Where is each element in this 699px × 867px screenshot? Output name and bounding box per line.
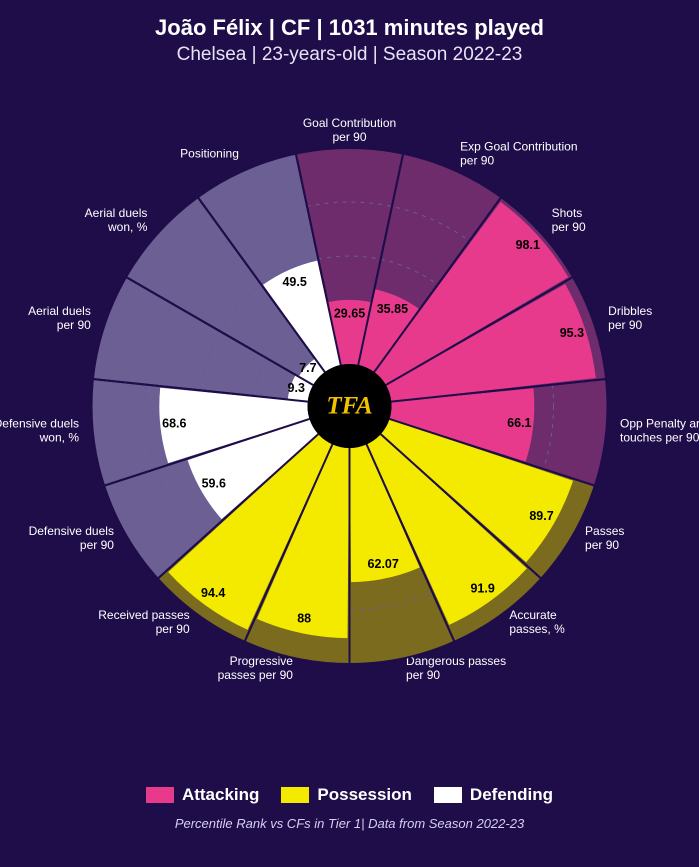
- metric-label: Defensive duelswon, %: [0, 416, 79, 444]
- metric-label: Defensive duelsper 90: [29, 524, 115, 552]
- page-subtitle: Chelsea | 23-years-old | Season 2022-23: [0, 44, 699, 66]
- center-logo: TFA: [326, 393, 372, 420]
- legend-swatch-attacking: [146, 787, 174, 803]
- metric-label: Received passesper 90: [98, 608, 190, 636]
- value-label: 91.9: [470, 582, 494, 596]
- value-label: 9.3: [288, 381, 305, 395]
- metric-label: Dribblesper 90: [608, 304, 652, 332]
- value-label: 59.6: [202, 477, 226, 491]
- metric-label: Aerial duelsper 90: [28, 304, 91, 332]
- value-label: 35.85: [377, 302, 408, 316]
- metric-label: Opp Penalty areatouches per 90: [620, 416, 699, 444]
- legend-swatch-possession: [281, 787, 309, 803]
- metric-label: Positioning: [180, 147, 239, 161]
- value-label: 62.07: [368, 557, 399, 571]
- value-label: 88: [297, 612, 311, 626]
- legend-label: Possession: [317, 785, 412, 805]
- page-title: João Félix | CF | 1031 minutes played: [0, 0, 699, 42]
- value-label: 68.6: [162, 417, 186, 431]
- value-label: 89.7: [529, 509, 553, 523]
- metric-label: Exp Goal Contributionper 90: [460, 140, 577, 168]
- value-label: 49.5: [282, 275, 306, 289]
- metric-label: Shotsper 90: [552, 206, 586, 234]
- legend-item-defending: Defending: [434, 785, 553, 805]
- value-label: 95.3: [560, 326, 584, 340]
- value-label: 94.4: [201, 586, 225, 600]
- legend-item-attacking: Attacking: [146, 785, 259, 805]
- value-label: 29.65: [334, 306, 365, 320]
- metric-label: Progressivepasses per 90: [218, 654, 294, 682]
- legend-label: Attacking: [182, 785, 259, 805]
- value-label: 66.1: [507, 416, 531, 430]
- legend-item-possession: Possession: [281, 785, 412, 805]
- legend: Attacking Possession Defending: [0, 785, 699, 805]
- metric-label: Aerial duelswon, %: [85, 206, 148, 234]
- metric-label: Accuratepasses, %: [509, 608, 565, 636]
- value-label: 7.7: [299, 361, 316, 375]
- value-label: 98.1: [516, 238, 540, 252]
- legend-swatch-defending: [434, 787, 462, 803]
- metric-label: Dangerous passesper 90: [406, 654, 506, 682]
- footnote: Percentile Rank vs CFs in Tier 1| Data f…: [0, 816, 699, 831]
- metric-label: Passesper 90: [585, 524, 624, 552]
- radar-chart: 29.65 35.85 98.1 95.3 66.1 89.7 91.9 62.07 88 94.…: [0, 76, 699, 716]
- legend-label: Defending: [470, 785, 553, 805]
- metric-label: Goal Contributionper 90: [303, 116, 396, 144]
